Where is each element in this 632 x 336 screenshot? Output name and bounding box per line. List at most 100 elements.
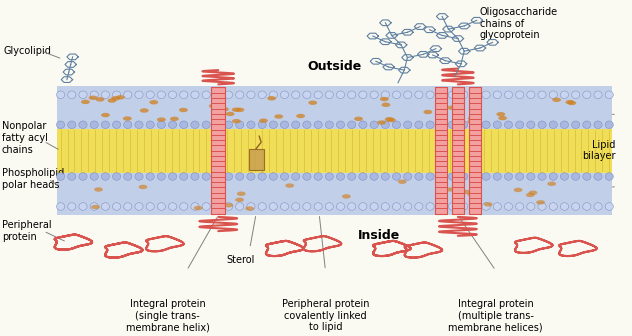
Text: Integral protein
(multiple trans-
membrane helices): Integral protein (multiple trans- membra… <box>449 299 543 332</box>
Circle shape <box>81 100 90 104</box>
Ellipse shape <box>281 203 289 210</box>
Ellipse shape <box>504 121 513 129</box>
Ellipse shape <box>482 173 490 180</box>
Text: Nonpolar
fatty acyl
chains: Nonpolar fatty acyl chains <box>2 121 48 155</box>
Ellipse shape <box>146 173 154 180</box>
Ellipse shape <box>157 91 166 98</box>
Circle shape <box>140 108 149 113</box>
Ellipse shape <box>101 121 109 129</box>
Ellipse shape <box>404 121 412 129</box>
Circle shape <box>498 116 507 120</box>
Ellipse shape <box>191 121 199 129</box>
Bar <box>468 87 481 214</box>
Ellipse shape <box>68 91 76 98</box>
Circle shape <box>483 202 492 207</box>
Ellipse shape <box>179 173 188 180</box>
Circle shape <box>514 188 523 192</box>
Text: Glycolipid: Glycolipid <box>4 46 52 56</box>
Ellipse shape <box>202 173 210 180</box>
Circle shape <box>274 114 283 119</box>
Ellipse shape <box>370 121 378 129</box>
Text: Inside: Inside <box>358 229 400 242</box>
Ellipse shape <box>325 91 334 98</box>
Ellipse shape <box>291 91 300 98</box>
Ellipse shape <box>169 203 177 210</box>
Ellipse shape <box>56 173 64 180</box>
Ellipse shape <box>348 203 356 210</box>
Ellipse shape <box>112 173 121 180</box>
Ellipse shape <box>213 203 221 210</box>
Circle shape <box>224 203 233 207</box>
Ellipse shape <box>314 203 322 210</box>
Ellipse shape <box>370 91 378 98</box>
Ellipse shape <box>448 121 456 129</box>
Ellipse shape <box>325 121 334 129</box>
Ellipse shape <box>415 91 423 98</box>
Bar <box>452 87 464 214</box>
Ellipse shape <box>68 203 76 210</box>
Text: Oligosaccharide
chains of
glycoprotein: Oligosaccharide chains of glycoprotein <box>480 7 558 40</box>
Ellipse shape <box>146 203 154 210</box>
Ellipse shape <box>258 91 266 98</box>
Ellipse shape <box>79 91 87 98</box>
Bar <box>58 173 612 215</box>
Ellipse shape <box>459 121 468 129</box>
Ellipse shape <box>404 91 412 98</box>
Circle shape <box>88 95 97 100</box>
Ellipse shape <box>202 91 210 98</box>
Ellipse shape <box>224 121 233 129</box>
Ellipse shape <box>359 121 367 129</box>
Ellipse shape <box>213 91 221 98</box>
Ellipse shape <box>504 173 513 180</box>
Ellipse shape <box>381 203 389 210</box>
Ellipse shape <box>90 173 99 180</box>
Ellipse shape <box>269 203 277 210</box>
Ellipse shape <box>493 173 501 180</box>
Ellipse shape <box>348 91 356 98</box>
Ellipse shape <box>583 203 591 210</box>
Ellipse shape <box>583 173 591 180</box>
Ellipse shape <box>90 203 99 210</box>
Circle shape <box>423 110 432 114</box>
Ellipse shape <box>112 91 121 98</box>
Circle shape <box>380 97 389 101</box>
Ellipse shape <box>549 91 557 98</box>
Circle shape <box>232 119 241 123</box>
Ellipse shape <box>359 203 367 210</box>
Ellipse shape <box>281 173 289 180</box>
Text: Phospholipid
polar heads: Phospholipid polar heads <box>2 168 64 190</box>
Ellipse shape <box>112 203 121 210</box>
Circle shape <box>387 118 396 122</box>
Ellipse shape <box>561 121 569 129</box>
Ellipse shape <box>493 91 501 98</box>
Circle shape <box>226 112 234 116</box>
Ellipse shape <box>594 203 602 210</box>
Ellipse shape <box>135 203 143 210</box>
Ellipse shape <box>516 173 524 180</box>
Ellipse shape <box>493 121 501 129</box>
Ellipse shape <box>124 173 132 180</box>
Ellipse shape <box>124 121 132 129</box>
Ellipse shape <box>157 121 166 129</box>
Ellipse shape <box>526 121 535 129</box>
Ellipse shape <box>381 121 389 129</box>
Ellipse shape <box>325 203 334 210</box>
Circle shape <box>342 194 351 199</box>
Ellipse shape <box>79 121 87 129</box>
Circle shape <box>447 106 456 110</box>
Ellipse shape <box>236 173 244 180</box>
Ellipse shape <box>224 173 233 180</box>
Circle shape <box>462 190 471 194</box>
Ellipse shape <box>404 203 412 210</box>
Ellipse shape <box>538 91 546 98</box>
Ellipse shape <box>538 121 546 129</box>
Circle shape <box>232 108 241 112</box>
Ellipse shape <box>381 91 389 98</box>
Ellipse shape <box>526 91 535 98</box>
Ellipse shape <box>90 121 99 129</box>
Circle shape <box>111 96 120 100</box>
Ellipse shape <box>504 91 513 98</box>
Ellipse shape <box>493 203 501 210</box>
Circle shape <box>526 193 535 197</box>
Ellipse shape <box>538 173 546 180</box>
